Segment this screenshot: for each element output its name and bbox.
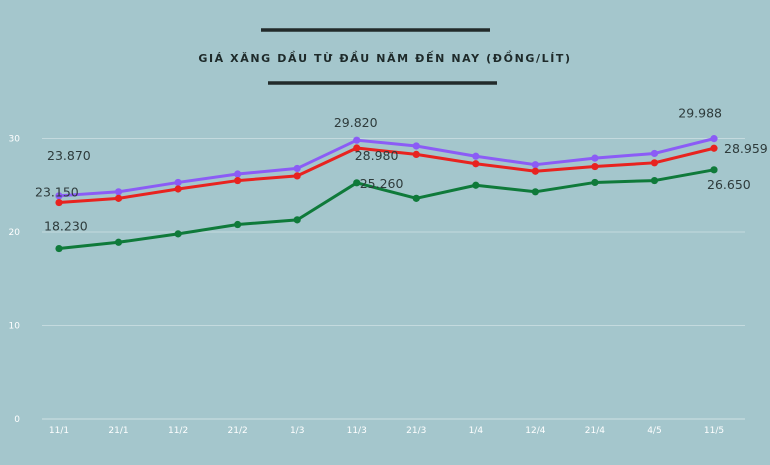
- data-point-purple: [591, 154, 599, 162]
- data-label-purple: 29.820: [334, 115, 378, 130]
- gridlines: [42, 138, 745, 420]
- y-tick-label: 30: [9, 135, 21, 145]
- data-point-green: [650, 176, 659, 185]
- data-point-green: [293, 216, 301, 224]
- data-point-green: [472, 181, 480, 189]
- y-axis-ticks: 0 10 20 30: [9, 135, 21, 426]
- data-label-green: 25.260: [360, 176, 404, 191]
- data-point-red: [650, 159, 659, 167]
- x-tick-label: 21/2: [228, 426, 248, 436]
- data-label-red: 28.959: [724, 141, 768, 156]
- x-tick-label: 1/3: [290, 426, 304, 436]
- data-point-red: [710, 144, 718, 152]
- series-group: [55, 135, 718, 253]
- data-point-red: [293, 172, 301, 180]
- x-tick-label: 21/4: [585, 426, 605, 436]
- y-tick-label: 0: [14, 415, 20, 425]
- data-point-red: [234, 176, 242, 185]
- data-point-purple: [531, 161, 539, 169]
- data-label-purple: 23.870: [47, 148, 91, 163]
- data-label-green: 26.650: [707, 177, 751, 192]
- data-point-green: [353, 179, 361, 187]
- x-tick-label: 21/1: [108, 426, 128, 436]
- x-tick-label: 11/2: [168, 426, 188, 436]
- data-point-purple: [472, 152, 480, 160]
- x-tick-label: 11/3: [347, 426, 367, 436]
- data-point-red: [531, 167, 539, 175]
- y-tick-label: 20: [9, 228, 21, 238]
- data-point-purple: [353, 136, 361, 144]
- data-point-purple: [114, 188, 123, 196]
- data-point-green: [531, 188, 539, 196]
- data-point-red: [472, 160, 480, 168]
- x-tick-label: 11/5: [704, 426, 724, 436]
- x-tick-label: 12/4: [525, 426, 545, 436]
- data-labels: 23.870 29.820 29.988 23.150 28.980 28.959 18.2…: [35, 106, 768, 234]
- data-label-red: 28.980: [355, 148, 399, 163]
- series-line-green: [57, 168, 716, 251]
- data-point-purple: [710, 135, 718, 143]
- data-label-green: 18.230: [44, 219, 88, 234]
- data-point-purple: [650, 149, 659, 158]
- data-point-red: [55, 198, 63, 207]
- x-tick-label: 4/5: [647, 426, 661, 436]
- data-point-red: [591, 162, 599, 171]
- x-tick-label: 21/3: [406, 426, 426, 436]
- chart-title: GIÁ XĂNG DẦU TỪ ĐẦU NĂM ĐẾN NAY (ĐỒNG/LÍ…: [198, 50, 571, 65]
- data-point-purple: [412, 142, 420, 150]
- data-point-purple: [55, 192, 63, 200]
- series-line-purple: [57, 137, 716, 198]
- data-label-purple: 29.988: [678, 106, 722, 121]
- data-point-red: [174, 185, 182, 193]
- x-axis-ticks: 11/1 21/1 11/2 21/2 1/3 11/3 21/3 1/4 12/4 21/4 4/…: [49, 426, 724, 436]
- data-point-green: [114, 238, 123, 246]
- data-point-red: [114, 194, 123, 202]
- data-point-green: [234, 220, 242, 229]
- series-line-red: [57, 146, 716, 205]
- data-point-red: [353, 144, 361, 152]
- x-tick-label: 1/4: [469, 426, 484, 436]
- data-point-purple: [234, 170, 242, 178]
- data-label-red: 23.150: [35, 185, 79, 200]
- y-tick-label: 10: [9, 322, 21, 332]
- data-point-purple: [174, 178, 182, 187]
- data-point-purple: [293, 164, 301, 173]
- data-point-green: [174, 230, 182, 238]
- data-point-green: [55, 244, 63, 253]
- data-point-green: [412, 194, 420, 202]
- x-tick-label: 11/1: [49, 426, 69, 436]
- data-point-green: [591, 178, 599, 187]
- data-point-red: [412, 150, 420, 158]
- data-point-green: [710, 166, 718, 174]
